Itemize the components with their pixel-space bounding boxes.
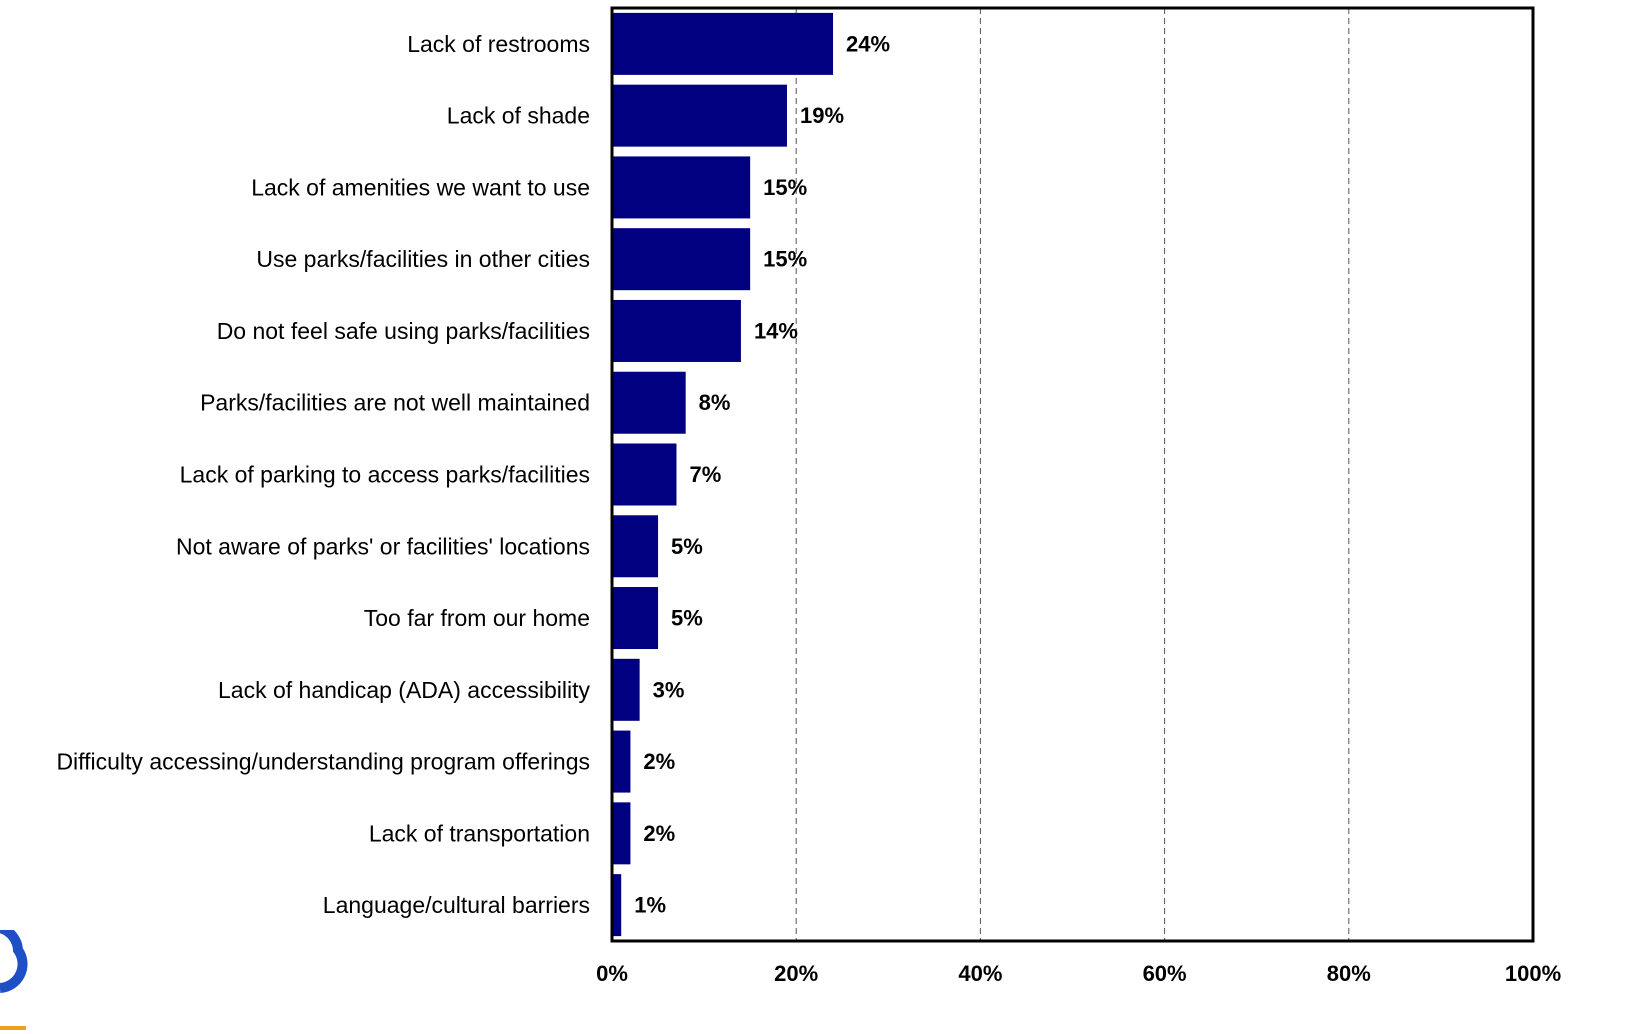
x-tick-label: 40% xyxy=(958,961,1002,986)
value-label: 19% xyxy=(800,103,844,128)
category-label: Lack of parking to access parks/faciliti… xyxy=(180,462,590,488)
category-label: Language/cultural barriers xyxy=(323,892,590,918)
bar xyxy=(612,156,751,219)
value-label: 15% xyxy=(763,175,807,200)
x-tick-labels: 0% 20% 40% 60% 80% 100% xyxy=(596,961,1561,986)
x-tick-label: 20% xyxy=(774,961,818,986)
value-label: 5% xyxy=(671,534,703,559)
bar xyxy=(612,587,659,650)
bar xyxy=(612,443,677,506)
bar xyxy=(612,515,659,578)
logo-text-icon xyxy=(0,1026,26,1030)
value-label: 15% xyxy=(763,247,807,272)
value-label: 5% xyxy=(671,606,703,631)
value-label: 8% xyxy=(699,390,731,415)
bar xyxy=(612,802,631,865)
value-label: 2% xyxy=(643,821,675,846)
bar xyxy=(612,12,834,75)
x-tick-label: 100% xyxy=(1505,961,1561,986)
bar xyxy=(612,299,741,362)
value-label: 14% xyxy=(754,318,798,343)
value-label: 7% xyxy=(689,462,721,487)
category-labels: Lack of restrooms Lack of shade Lack of am… xyxy=(56,31,590,918)
bar xyxy=(612,874,622,937)
grid-lines xyxy=(795,8,1350,941)
category-label: Lack of shade xyxy=(447,103,590,129)
x-tick-label: 0% xyxy=(596,961,628,986)
bars xyxy=(612,12,834,937)
category-label: Lack of amenities we want to use xyxy=(251,174,590,200)
bar xyxy=(612,371,686,434)
x-tick-label: 80% xyxy=(1327,961,1371,986)
category-label: Use parks/facilities in other cities xyxy=(256,246,590,272)
logo-mark xyxy=(0,930,28,1030)
value-label: 24% xyxy=(846,31,890,56)
bar xyxy=(612,658,640,721)
category-label: Difficulty accessing/understanding progr… xyxy=(56,749,590,775)
category-label: Not aware of parks' or facilities' locat… xyxy=(176,533,590,559)
category-label: Do not feel safe using parks/facilities xyxy=(217,318,590,344)
category-label: Too far from our home xyxy=(364,605,590,631)
bar xyxy=(612,730,631,793)
logo-arc-icon xyxy=(0,930,28,993)
bar xyxy=(612,84,787,147)
bar xyxy=(612,228,751,291)
category-label: Parks/facilities are not well maintained xyxy=(200,390,590,416)
category-label: Lack of handicap (ADA) accessibility xyxy=(218,677,590,703)
x-tick-label: 60% xyxy=(1143,961,1187,986)
category-label: Lack of restrooms xyxy=(407,31,590,57)
value-label: 3% xyxy=(653,677,685,702)
value-labels: 24% 19% 15% 15% 14% 8% 7% 5% 5% 3% 2% 2% 1% xyxy=(634,31,890,917)
value-label: 1% xyxy=(634,893,666,918)
category-label: Lack of transportation xyxy=(369,820,590,846)
value-label: 2% xyxy=(643,749,675,774)
plot-frame xyxy=(610,6,1535,943)
